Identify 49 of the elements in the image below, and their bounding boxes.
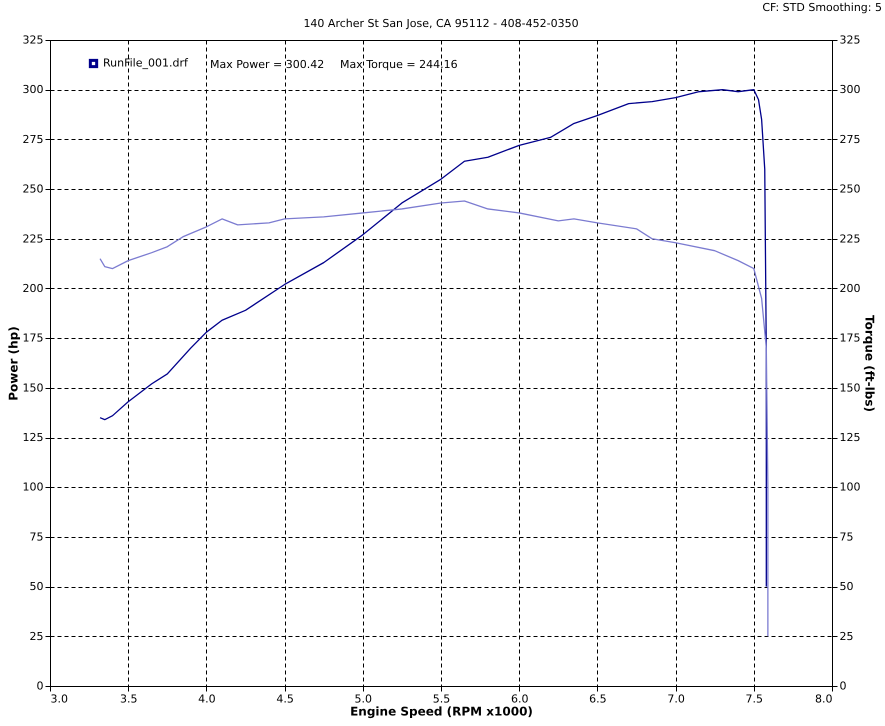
x-tick-label: 4.0 xyxy=(198,692,216,706)
y2-tick-label: 200 xyxy=(840,282,860,295)
x-tick-label: 4.5 xyxy=(276,692,294,706)
x-tick-label: 3.5 xyxy=(120,692,138,706)
y2-tick-label: 100 xyxy=(840,480,860,494)
y2-tick-label: 75 xyxy=(840,530,854,544)
y-tick-label: 100 xyxy=(22,480,44,494)
annotation: Max Power = 300.42 xyxy=(210,58,324,71)
chart-title: 140 Archer St San Jose, CA 95112 - 408-452-0350 xyxy=(303,17,579,30)
y2-tick-label: 250 xyxy=(840,182,860,196)
y-tick-label: 0 xyxy=(36,680,44,692)
line-series xyxy=(99,89,767,588)
y-tick-label: 275 xyxy=(22,132,44,146)
y2-tick-label: 300 xyxy=(840,83,860,96)
y2-tick-label: 225 xyxy=(840,232,860,246)
x-tick-label: 8.0 xyxy=(815,692,832,706)
x-tick-label: 6.0 xyxy=(510,692,528,706)
y-tick-label: 250 xyxy=(22,182,44,196)
x-tick-label: 5.5 xyxy=(432,692,450,706)
y-tick-label: 200 xyxy=(22,282,44,295)
y-tick-label: 50 xyxy=(30,580,44,594)
x-tick-label: 5.0 xyxy=(354,692,372,706)
y-tick-label: 75 xyxy=(30,530,44,544)
annotation: Max Torque = 244.16 xyxy=(340,58,458,71)
y2-tick-label: 25 xyxy=(840,630,854,643)
y-tick-label: 125 xyxy=(22,431,44,444)
x-tick-label: 6.5 xyxy=(589,692,607,706)
y2-tick-label: 275 xyxy=(840,132,860,146)
y-tick-label: 325 xyxy=(22,34,44,46)
y2-tick-label: 150 xyxy=(840,381,860,394)
y-axis-title: Power (hp) xyxy=(6,326,21,401)
y2-tick-label: 325 xyxy=(840,34,860,46)
y2-tick-label: 175 xyxy=(840,332,860,345)
x-tick-label: 7.0 xyxy=(667,692,685,706)
y2-tick-label: 0 xyxy=(840,680,846,692)
line-series xyxy=(99,200,769,637)
x-axis-title: Engine Speed (RPM x1000) xyxy=(350,704,533,718)
text: CF: STD Smoothing: 5 xyxy=(762,1,882,14)
y-tick-label: 225 xyxy=(22,232,44,246)
x-tick-label: 3.0 xyxy=(50,692,68,706)
x-tick-label: 7.5 xyxy=(746,692,764,706)
y2-tick-label: 125 xyxy=(840,431,860,444)
y2-axis-title: Torque (ft-lbs) xyxy=(862,315,876,412)
legend-label: RunFile_001.drf xyxy=(103,56,189,70)
y-tick-label: 175 xyxy=(22,332,44,345)
y-tick-label: 25 xyxy=(30,630,44,643)
y-tick-label: 300 xyxy=(22,83,44,96)
y-tick-label: 150 xyxy=(22,381,44,394)
y2-tick-label: 50 xyxy=(840,580,854,594)
